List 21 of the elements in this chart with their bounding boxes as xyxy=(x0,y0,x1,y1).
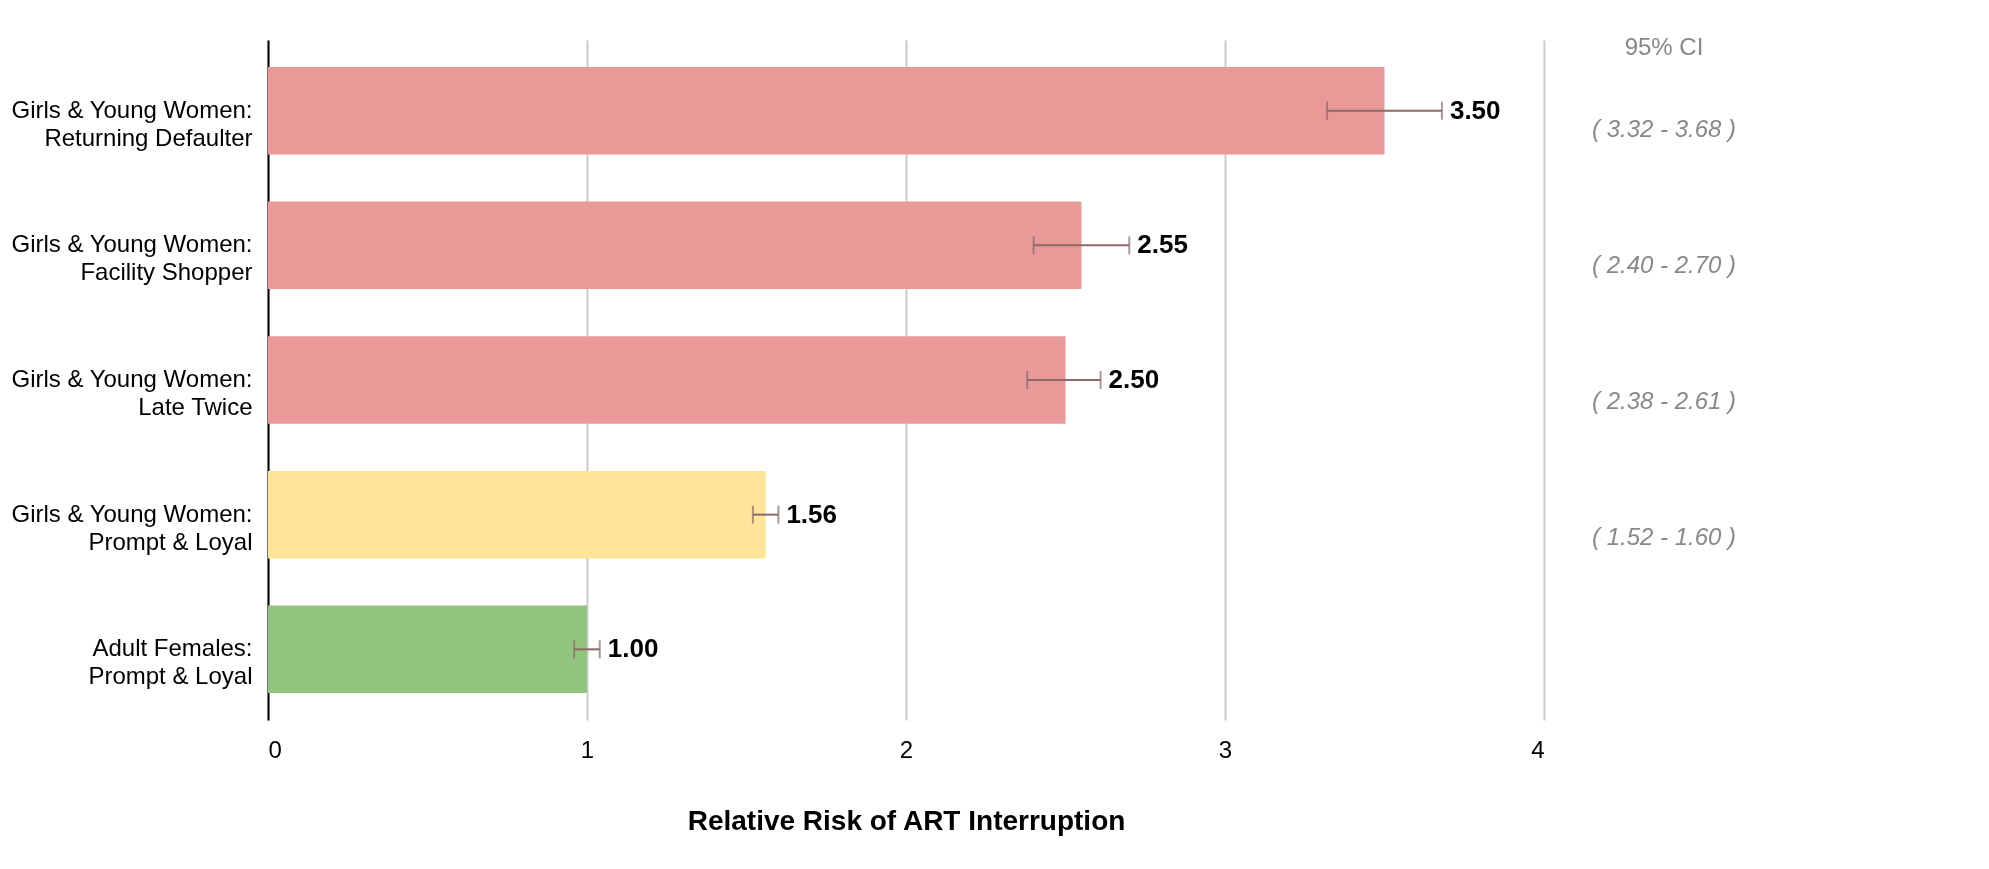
text: 95% CI xyxy=(1624,33,1704,60)
text: ( 3.32 - 3.68 ) xyxy=(1591,115,1737,142)
x-axis-title: Relative Risk of ART Interruption xyxy=(687,804,1126,836)
x-tick-label: 3 xyxy=(1218,735,1233,763)
text: ( 2.38 - 2.61 ) xyxy=(1591,387,1737,414)
data-label: 1.00 xyxy=(607,633,659,664)
y-tick-label: Girls & Young Women: Facility Shopper xyxy=(11,230,253,286)
text: ( 2.40 - 2.70 ) xyxy=(1591,251,1737,278)
x-tick-label: 1 xyxy=(580,735,595,763)
data-label: 2.50 xyxy=(1108,364,1160,394)
data-label: 1.56 xyxy=(786,498,838,529)
y-tick-label: Girls & Young Women: Prompt & Loyal xyxy=(11,499,253,555)
y-tick-label: Girls & Young Women: Late Twice xyxy=(11,365,253,420)
data-label: 3.50 xyxy=(1449,94,1501,125)
y-tick-label: Girls & Young Women: Returning Defaulter xyxy=(11,95,253,151)
x-tick-label: 4 xyxy=(1531,735,1545,763)
y-tick-label: Adult Females: Prompt & Loyal xyxy=(88,634,253,690)
x-tick-label: 0 xyxy=(268,735,282,763)
data-label: 2.55 xyxy=(1137,229,1188,260)
text: ( 1.52 - 1.60 ) xyxy=(1591,523,1737,550)
x-tick-label: 2 xyxy=(899,735,914,763)
